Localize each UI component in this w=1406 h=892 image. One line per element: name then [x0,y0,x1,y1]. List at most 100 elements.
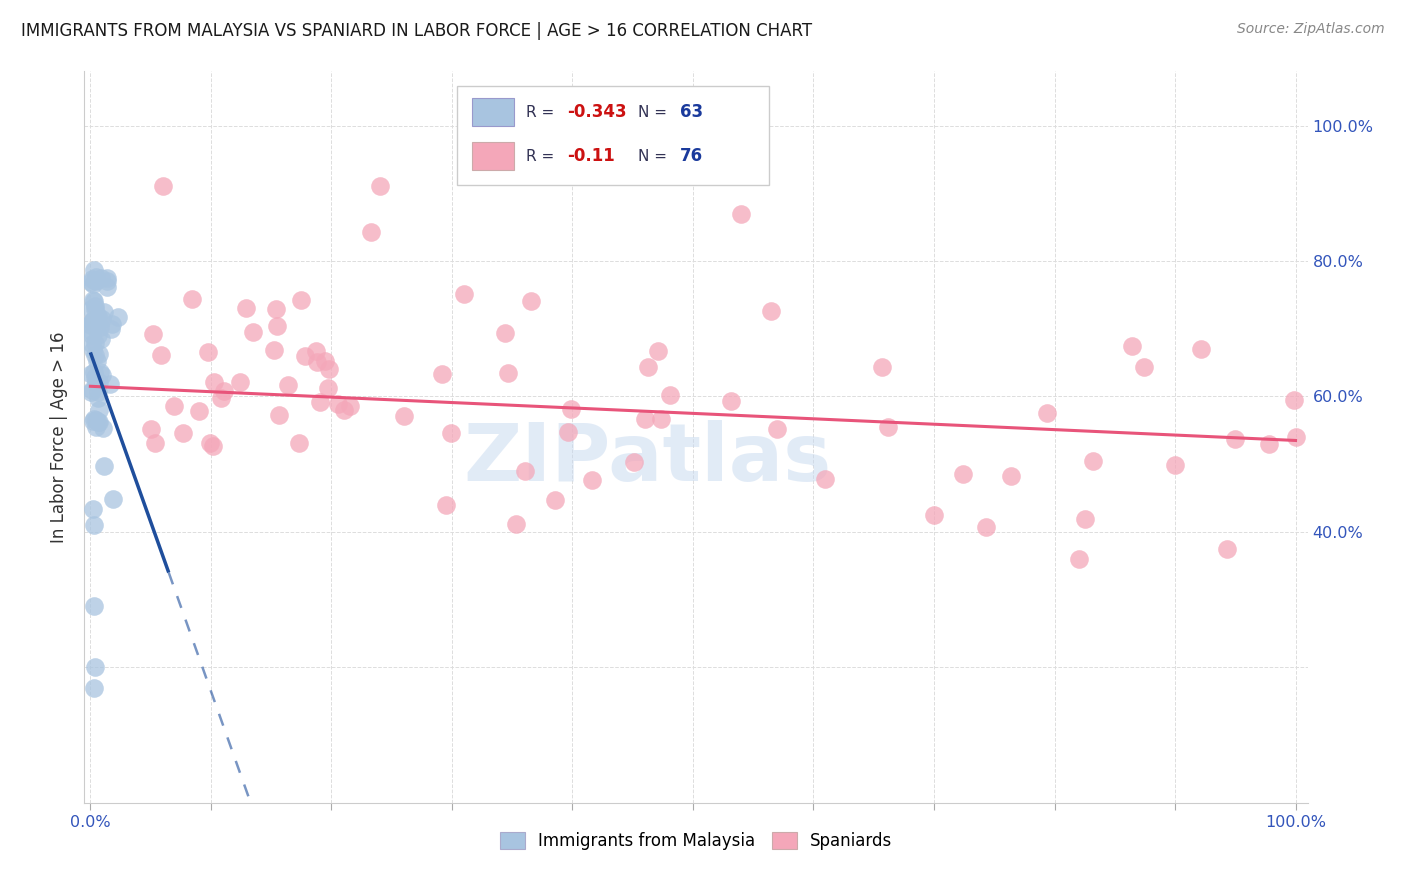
Point [263,343,285,357]
Point [172,425,194,440]
Point [82,277,104,292]
Point [91,421,114,435]
Point [658,387,681,401]
Point [720,394,742,409]
Point [188,404,211,418]
Point [87,347,110,361]
Point [339,399,361,413]
Point [84,274,107,288]
Point [93,459,115,474]
FancyBboxPatch shape [457,86,769,185]
Point [82,293,104,308]
Point [86,317,108,331]
Point [100,317,122,331]
Point [82,384,104,398]
Point [90,271,112,285]
Point [212,384,235,398]
Point [87,328,110,343]
Point [1225,433,1247,447]
Point [326,396,349,410]
Point [145,435,167,450]
Point [84,660,107,674]
Point [90,312,112,326]
Point [80,313,103,327]
Point [84,348,107,362]
Text: N =: N = [638,105,672,120]
Point [765,422,787,436]
Point [82,414,104,428]
Point [79,276,101,290]
Point [974,520,997,534]
Point [89,375,111,389]
Point [1121,338,1143,352]
Point [505,516,527,531]
Point [90,332,112,346]
Point [83,293,105,308]
Point [87,402,110,417]
Point [513,464,536,478]
Point [1282,392,1305,407]
Text: 76: 76 [681,147,703,165]
Point [1284,430,1306,444]
FancyBboxPatch shape [472,98,513,127]
Point [318,361,340,376]
Point [307,354,329,368]
Point [197,345,219,359]
Point [308,395,330,409]
Point [519,294,541,309]
Point [814,472,837,486]
Point [80,318,103,332]
Point [89,365,111,379]
Point [80,384,103,399]
Point [276,377,298,392]
Point [264,301,287,316]
Point [149,348,172,362]
Point [368,179,391,194]
Point [84,273,107,287]
Point [80,302,103,317]
Point [288,436,311,450]
Point [163,399,186,413]
Point [305,343,328,358]
Point [730,206,752,220]
Point [333,403,356,417]
Point [86,392,108,406]
Point [152,179,174,194]
Point [650,412,672,426]
Point [83,336,105,351]
Point [544,493,567,508]
Point [87,309,110,323]
Point [98,376,121,391]
Point [360,225,382,239]
Point [84,376,107,390]
Point [82,501,104,516]
Point [314,354,336,368]
Point [86,354,108,368]
Point [84,269,107,284]
Point [84,419,107,434]
Point [439,425,461,440]
Point [1215,541,1237,556]
Point [83,518,105,533]
Text: R =: R = [526,105,560,120]
Point [266,318,288,333]
Point [870,359,893,374]
Point [142,327,165,342]
Point [80,325,103,339]
Point [80,272,103,286]
Point [1036,406,1059,420]
Point [1081,454,1104,468]
Text: Source: ZipAtlas.com: Source: ZipAtlas.com [1237,22,1385,37]
Text: -0.11: -0.11 [568,147,616,165]
Point [103,492,125,507]
Point [623,454,645,468]
Point [952,467,974,482]
Point [269,408,291,422]
Text: IMMIGRANTS FROM MALAYSIA VS SPANIARD IN LABOR FORCE | AGE > 16 CORRELATION CHART: IMMIGRANTS FROM MALAYSIA VS SPANIARD IN … [21,22,813,40]
Text: 63: 63 [681,103,703,121]
Point [96,271,118,285]
Point [87,384,110,399]
Text: N =: N = [638,149,672,164]
Point [581,473,603,487]
Point [1000,468,1022,483]
